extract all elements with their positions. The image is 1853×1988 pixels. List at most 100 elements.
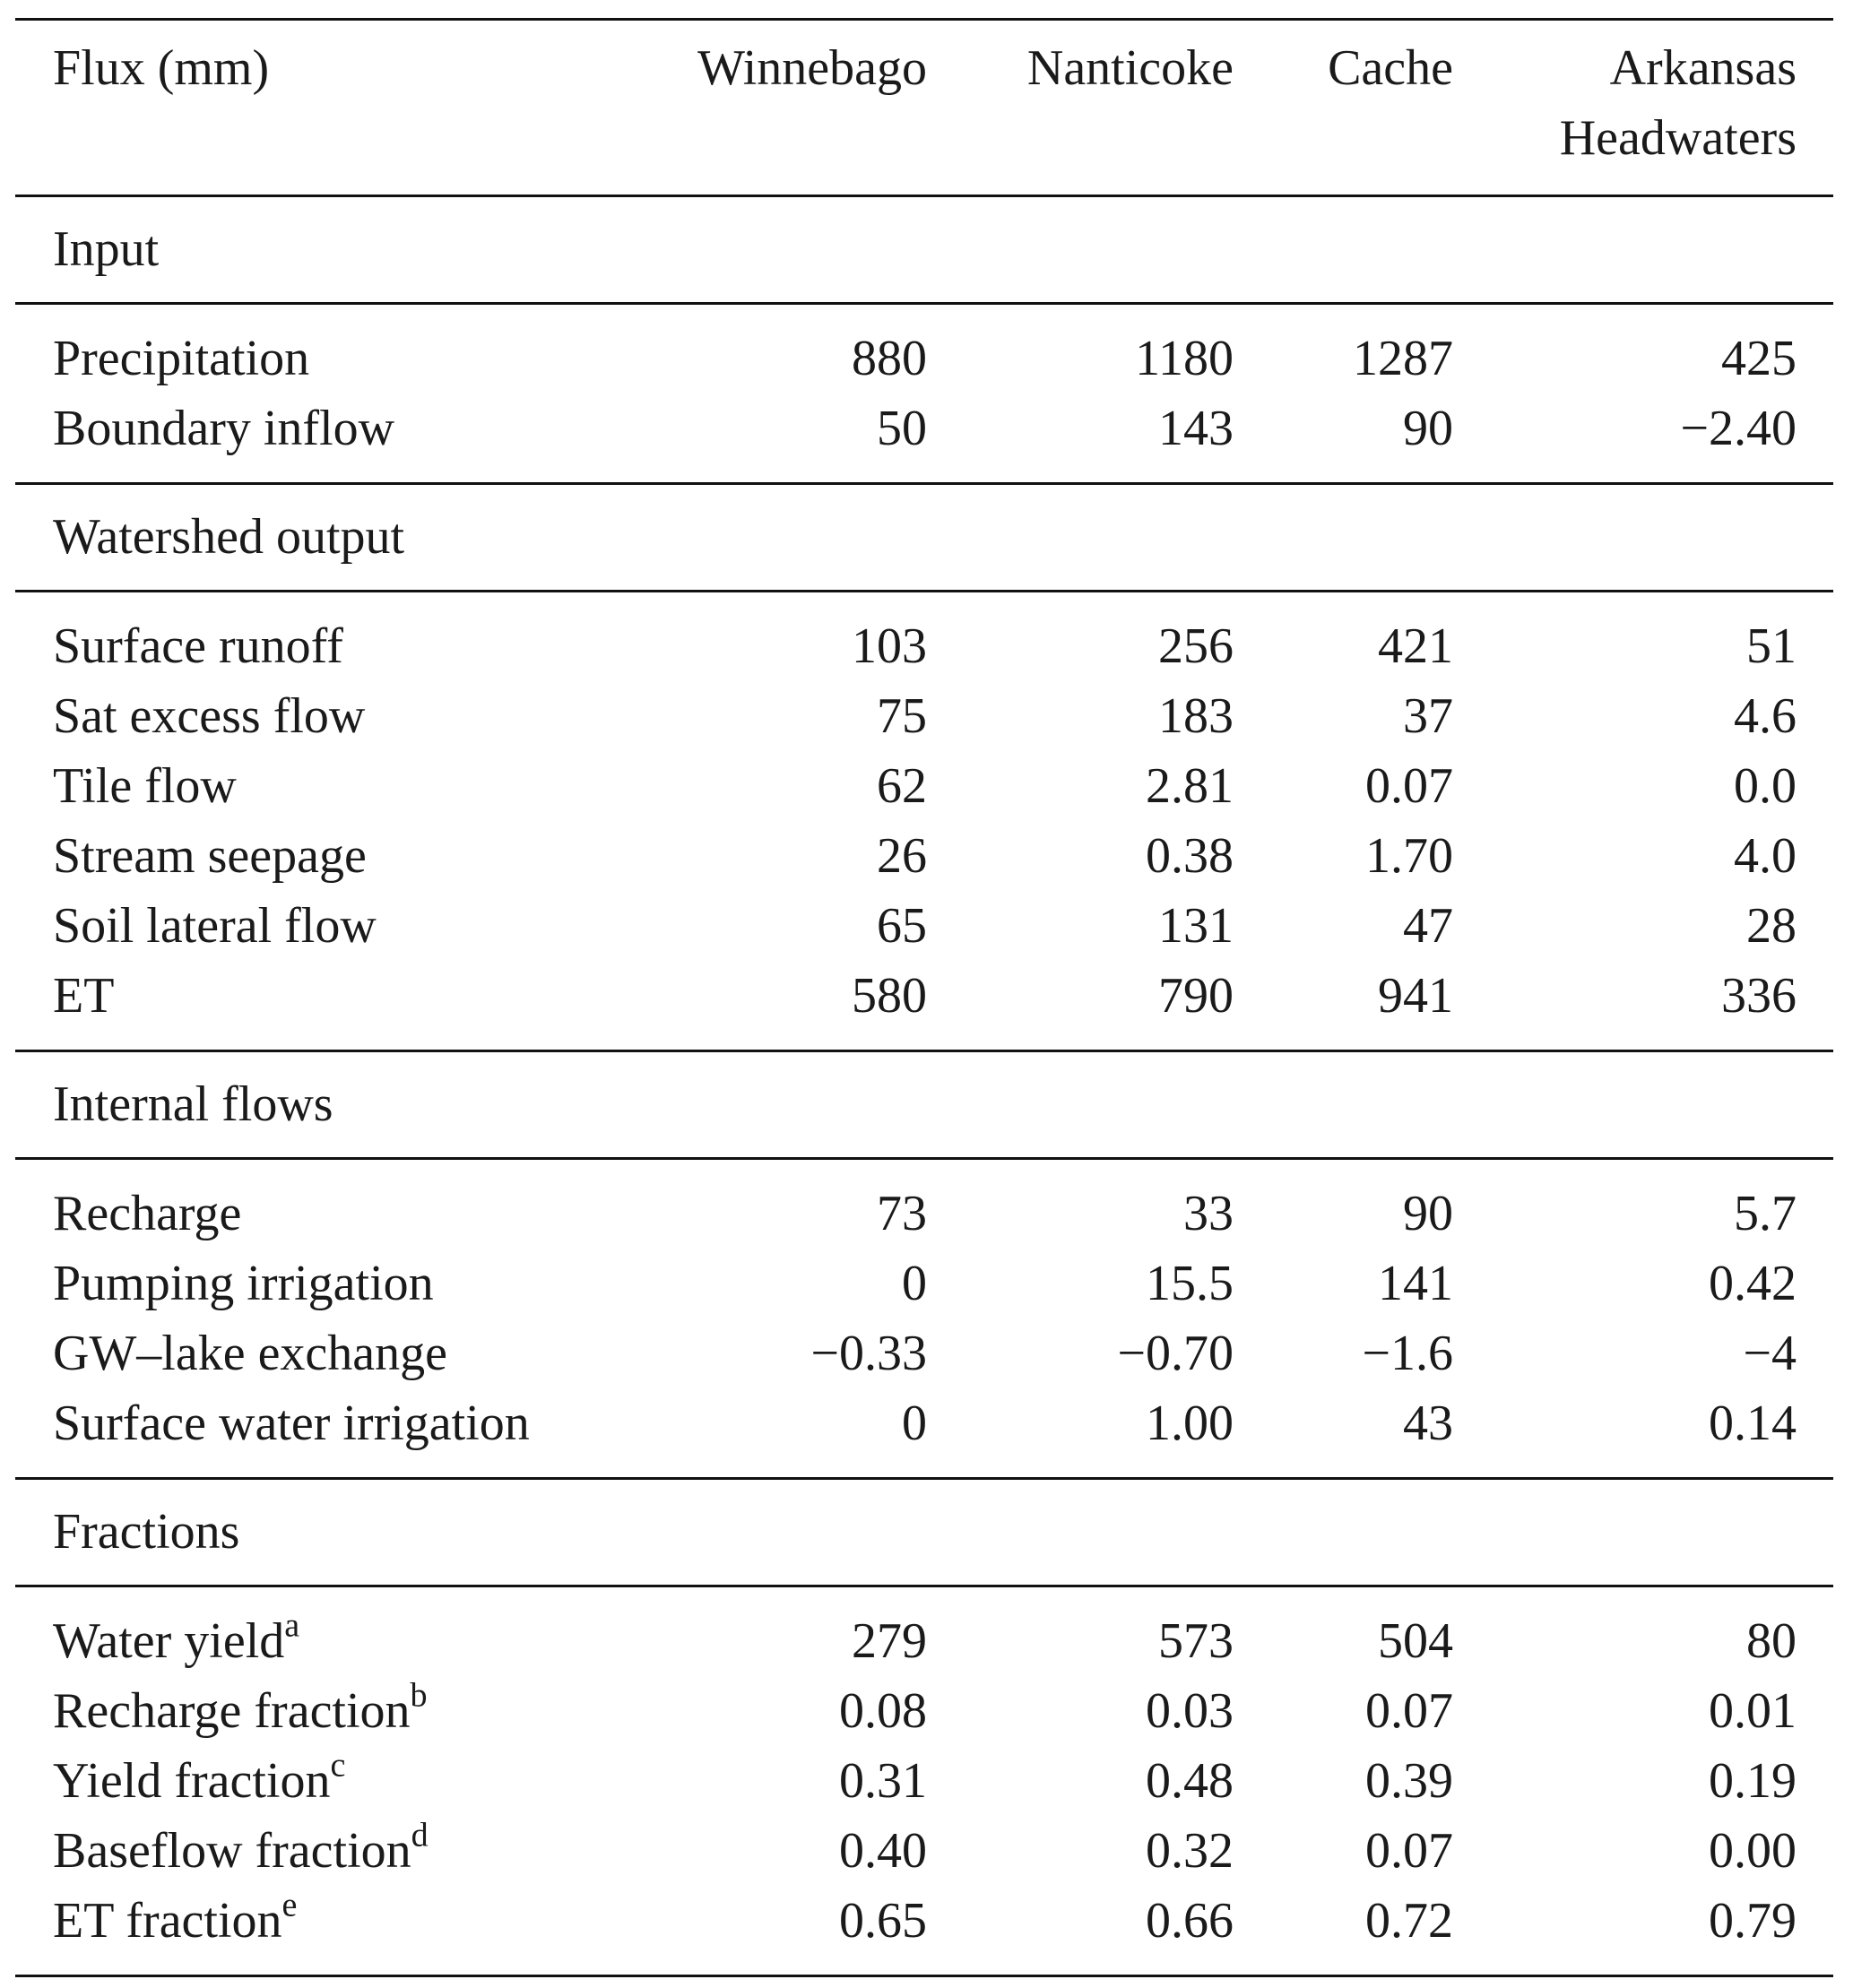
column-header: Arkansas Headwaters — [1559, 40, 1797, 166]
data-row: Tile flow 62 2.81 0.07 0.0 — [15, 751, 1833, 821]
data-row: Precipitation 880 1180 1287 425 — [15, 304, 1833, 394]
cell-value: 790 — [1158, 968, 1234, 1024]
column-header: Nanticoke — [1026, 40, 1234, 96]
cell-value: 47 — [1403, 898, 1453, 954]
cell-value: 103 — [852, 618, 927, 674]
row-label: Recharge — [15, 1159, 628, 1249]
flux-table: Flux (mm) Winnebago Nanticoke Cache Arkansas… — [15, 18, 1833, 1977]
cell-value: 90 — [1403, 401, 1453, 456]
cell-value: 0.19 — [1709, 1753, 1797, 1809]
section: Input Precipitation 880 1180 1287 425 Boundary… — [15, 195, 1833, 484]
row-label: ET fractione — [15, 1886, 628, 1976]
data-row: Stream seepage 26 0.38 1.70 4.0 — [15, 821, 1833, 891]
row-label: Tile flow — [15, 751, 628, 821]
cell-value: 4.6 — [1734, 688, 1797, 744]
cell-value: 183 — [1158, 688, 1234, 744]
row-label: Pumping irrigation — [15, 1249, 628, 1318]
row-label: Boundary inflow — [15, 393, 628, 484]
section-row: Input — [15, 195, 1833, 305]
cell-value: 0.39 — [1365, 1753, 1453, 1809]
row-label: Water yielda — [15, 1586, 628, 1677]
footnote-marker: a — [284, 1606, 300, 1645]
data-row: Surface runoff 103 256 421 51 — [15, 592, 1833, 682]
cell-value: 0.72 — [1365, 1893, 1453, 1949]
cell-value: 0.01 — [1709, 1683, 1797, 1739]
cell-value: 256 — [1158, 618, 1234, 674]
row-label-text: Pumping irrigation — [53, 1256, 434, 1311]
cell-value: 62 — [877, 758, 927, 814]
section: Fractions Water yielda 279 573 504 80 Recharge… — [15, 1478, 1833, 1976]
row-label: Recharge fractionb — [15, 1676, 628, 1746]
cell-value: 0.66 — [1146, 1893, 1234, 1949]
cell-value: 0.08 — [839, 1683, 927, 1739]
section-title: Watershed output — [15, 483, 1833, 592]
cell-value: 0.00 — [1709, 1823, 1797, 1879]
cell-value: −1.6 — [1362, 1326, 1453, 1381]
cell-value: −2.40 — [1680, 401, 1797, 456]
section-title: Fractions — [15, 1478, 1833, 1587]
cell-value: 2.81 — [1146, 758, 1234, 814]
row-label: Baseflow fractiond — [15, 1816, 628, 1886]
cell-value: 5.7 — [1734, 1186, 1797, 1241]
cell-value: 50 — [877, 401, 927, 456]
cell-value: 0.31 — [839, 1753, 927, 1809]
cell-value: 941 — [1378, 968, 1453, 1024]
data-row: Pumping irrigation 0 15.5 141 0.42 — [15, 1249, 1833, 1318]
row-label-text: GW–lake exchange — [53, 1326, 447, 1381]
cell-value: 0.38 — [1146, 828, 1234, 884]
row-label: Surface water irrigation — [15, 1388, 628, 1479]
footnote-marker: d — [411, 1816, 429, 1854]
cell-value: 65 — [877, 898, 927, 954]
cell-value: 0 — [902, 1396, 927, 1451]
cell-value: 0.03 — [1146, 1683, 1234, 1739]
cell-value: 0.14 — [1709, 1396, 1797, 1451]
cell-value: 0 — [902, 1256, 927, 1311]
footnote-marker: e — [281, 1886, 298, 1924]
row-label-text: Sat excess flow — [53, 688, 366, 744]
data-row: Boundary inflow 50 143 90 −2.40 — [15, 393, 1833, 484]
cell-value: 26 — [877, 828, 927, 884]
section-row: Watershed output — [15, 483, 1833, 592]
section-row: Internal flows — [15, 1050, 1833, 1160]
cell-value: 573 — [1158, 1613, 1234, 1669]
cell-value: 279 — [852, 1613, 927, 1669]
cell-value: 0.65 — [839, 1893, 927, 1949]
data-row: GW–lake exchange −0.33 −0.70 −1.6 −4 — [15, 1318, 1833, 1388]
cell-value: 425 — [1721, 331, 1797, 386]
cell-value: 4.0 — [1734, 828, 1797, 884]
cell-value: 0.42 — [1709, 1256, 1797, 1311]
cell-value: 75 — [877, 688, 927, 744]
row-label-text: Recharge — [53, 1186, 242, 1241]
cell-value: 421 — [1378, 618, 1453, 674]
section-title: Internal flows — [15, 1050, 1833, 1160]
data-row: Recharge 73 33 90 5.7 — [15, 1159, 1833, 1249]
row-label: Stream seepage — [15, 821, 628, 891]
section: Internal flows Recharge 73 33 90 5.7 Pumping i… — [15, 1050, 1833, 1479]
row-label: Sat excess flow — [15, 681, 628, 751]
row-label: Precipitation — [15, 304, 628, 394]
footnote-marker: c — [330, 1746, 346, 1785]
row-label-text: Surface runoff — [53, 618, 343, 674]
row-label-text: Surface water irrigation — [53, 1396, 530, 1451]
cell-value: 1287 — [1353, 331, 1453, 386]
column-header: Flux (mm) — [53, 40, 270, 96]
cell-value: 80 — [1746, 1613, 1797, 1669]
data-row: Soil lateral flow 65 131 47 28 — [15, 891, 1833, 961]
row-label: GW–lake exchange — [15, 1318, 628, 1388]
header-row: Flux (mm) Winnebago Nanticoke Cache Arkansas… — [15, 19, 1833, 196]
cell-value: 0.48 — [1146, 1753, 1234, 1809]
data-row: ET fractione 0.65 0.66 0.72 0.79 — [15, 1886, 1833, 1976]
cell-value: 1180 — [1135, 331, 1234, 386]
data-row: Surface water irrigation 0 1.00 43 0.14 — [15, 1388, 1833, 1479]
row-label-text: Water yield — [53, 1613, 285, 1669]
cell-value: 880 — [852, 331, 927, 386]
data-row: Water yielda 279 573 504 80 — [15, 1586, 1833, 1677]
data-row: Yield fractionc 0.31 0.48 0.39 0.19 — [15, 1746, 1833, 1816]
cell-value: 0.32 — [1146, 1823, 1234, 1879]
cell-value: 33 — [1183, 1186, 1234, 1241]
cell-value: 51 — [1746, 618, 1797, 674]
cell-value: −4 — [1743, 1326, 1797, 1381]
cell-value: −0.70 — [1117, 1326, 1234, 1381]
cell-value: 73 — [877, 1186, 927, 1241]
data-row: Baseflow fractiond 0.40 0.32 0.07 0.00 — [15, 1816, 1833, 1886]
